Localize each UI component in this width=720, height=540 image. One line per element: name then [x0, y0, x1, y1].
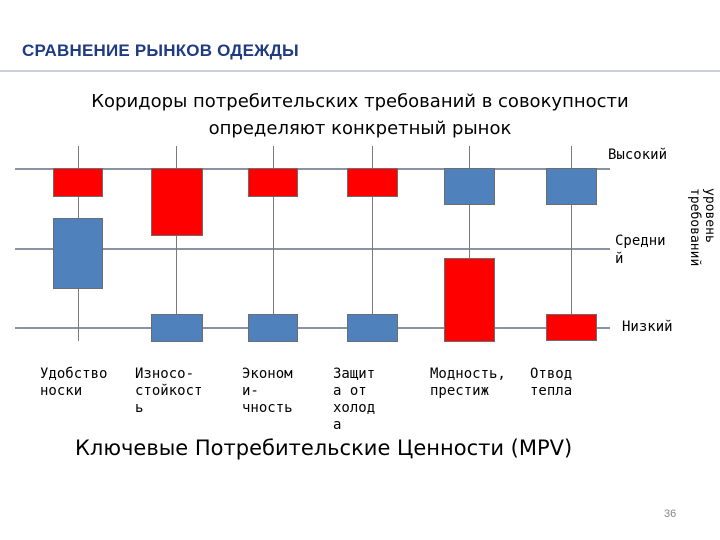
- grid-line-low: [15, 327, 610, 329]
- diagram-caption: Ключевые Потребительские Ценности (MPV): [75, 436, 573, 460]
- corridor-bar-economy-high: [248, 168, 298, 197]
- corridor-bar-comfort-medium: [53, 218, 103, 289]
- title-divider: [0, 70, 720, 72]
- category-label-line: Эконом: [242, 366, 293, 382]
- corridor-bar-fashion-medium-low: [444, 258, 495, 342]
- corridor-bar-cold-protection-high: [347, 168, 398, 197]
- category-axis-6: [571, 146, 572, 341]
- corridor-bar-economy-low: [248, 314, 298, 342]
- category-axis-2: [176, 146, 177, 341]
- corridor-bar-durability-high: [151, 168, 203, 236]
- category-label-line: тепла: [530, 383, 573, 399]
- corridor-bar-cold-protection-low: [347, 314, 398, 342]
- category-label-line: чность: [242, 400, 293, 416]
- category-label-durability: Износо- стойкост ь: [135, 366, 202, 417]
- category-label-heat-removal: Отвод тепла: [530, 366, 572, 400]
- category-label-fashion: Модность, престиж: [430, 366, 506, 400]
- category-label-line: и-: [242, 383, 259, 399]
- category-label-line: а: [333, 417, 342, 433]
- axis-label-line-1: уровень: [702, 188, 717, 243]
- level-label-medium: Средни й: [615, 232, 666, 268]
- category-label-cold-protection: Защит а от холод а: [333, 366, 375, 434]
- category-axis-4: [372, 146, 373, 341]
- category-label-line: а от: [333, 383, 367, 399]
- corridor-bar-heat-removal-high: [546, 168, 597, 205]
- level-label-low: Низкий: [622, 319, 673, 335]
- category-label-line: престиж: [430, 383, 490, 399]
- category-axis-3: [273, 146, 274, 341]
- subtitle-line-1: Коридоры потребительских требований в со…: [91, 91, 629, 112]
- category-label-line: Защит: [333, 366, 376, 382]
- category-axis-5: [469, 146, 470, 341]
- slide-title: СРАВНЕНИЕ РЫНКОВ ОДЕЖДЫ: [22, 41, 299, 60]
- page-number: 36: [664, 508, 677, 520]
- level-label-medium-line-1: Средни: [615, 233, 666, 249]
- category-label-line: ь: [135, 400, 144, 416]
- grid-line-high: [15, 168, 610, 170]
- level-label-high: Высокий: [608, 147, 668, 163]
- slide-subtitle: Коридоры потребительских требований в со…: [40, 88, 680, 142]
- axis-label-line-2: требований: [687, 188, 702, 267]
- category-label-line: стойкост: [135, 383, 203, 399]
- category-label-line: холод: [333, 400, 376, 416]
- corridor-bar-comfort-high: [53, 168, 103, 197]
- corridor-bar-fashion-high: [444, 168, 495, 205]
- category-label-line: Отвод: [530, 366, 573, 382]
- grid-line-medium: [15, 248, 610, 250]
- category-label-line: носки: [40, 383, 83, 399]
- corridor-bar-durability-low: [151, 314, 203, 342]
- category-label-line: Износо-: [135, 366, 195, 382]
- category-label-economy: Эконом и- чность: [242, 366, 293, 417]
- category-label-comfort: Удобство носки: [40, 366, 107, 400]
- category-label-line: Модность,: [430, 366, 506, 382]
- level-label-medium-line-2: й: [615, 251, 624, 267]
- category-label-line: Удобство: [40, 366, 108, 382]
- subtitle-line-2: определяют конкретный рынок: [208, 118, 512, 139]
- corridor-bar-heat-removal-low: [546, 314, 597, 341]
